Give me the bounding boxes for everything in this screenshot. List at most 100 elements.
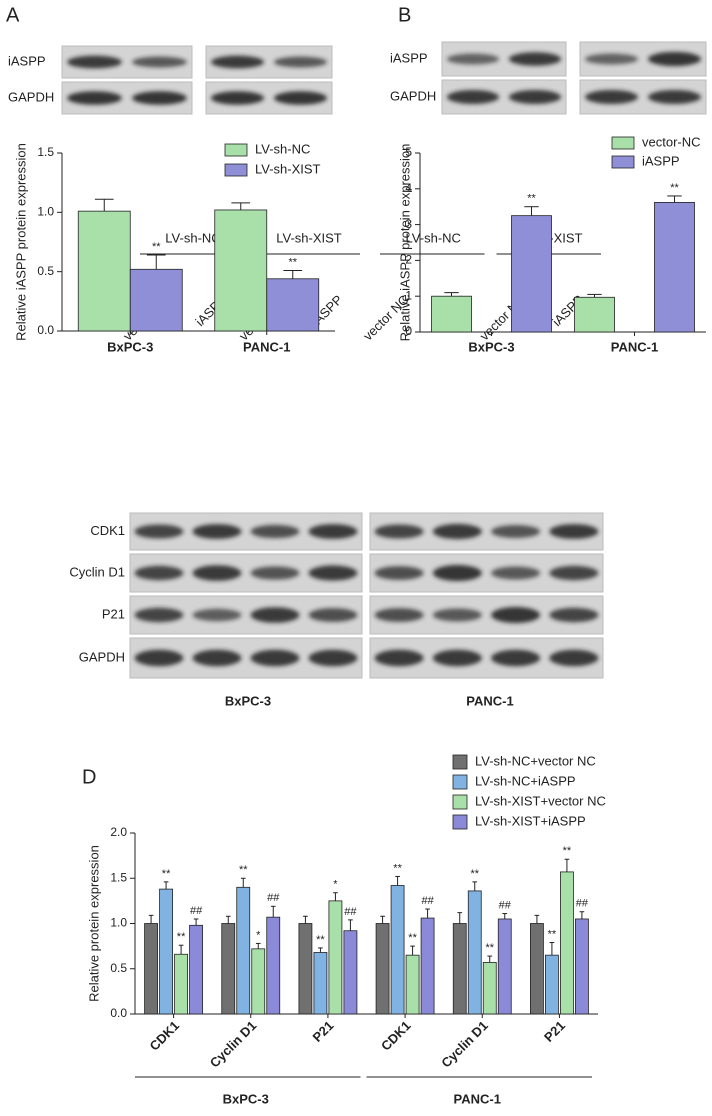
significance-label: ##	[267, 892, 280, 904]
blot-band	[308, 608, 358, 622]
legend-label: LV-sh-XIST+iASPP	[475, 813, 586, 828]
significance-label: **	[177, 931, 186, 943]
group-label: LV-sh-XIST	[276, 230, 342, 245]
blot-row-label: iASPP	[8, 53, 46, 68]
bar	[236, 886, 251, 1015]
blot-band	[491, 607, 541, 623]
blot-row-label: CDK1	[90, 523, 125, 538]
y-tick-label: 0.5	[37, 264, 54, 278]
blot-band	[446, 90, 500, 104]
bar	[375, 923, 390, 1015]
bar	[214, 209, 268, 332]
legend-swatch	[452, 814, 468, 830]
blot-band	[192, 524, 242, 539]
y-tick-label: 1.5	[37, 145, 54, 159]
group-label: PANC-1	[454, 1091, 501, 1106]
blot-band	[274, 56, 327, 68]
bar	[313, 952, 328, 1015]
bar	[390, 885, 405, 1015]
bar	[482, 962, 497, 1015]
blot-band	[432, 649, 482, 667]
blot-band	[132, 91, 187, 105]
y-tick-label: 0.5	[110, 961, 127, 975]
y-tick-label: 1.0	[37, 205, 54, 219]
legend-swatch	[224, 143, 248, 157]
blot-band	[134, 565, 184, 581]
blot-band	[250, 649, 300, 667]
bar	[144, 923, 158, 1015]
blot-band	[211, 91, 264, 105]
bar	[343, 930, 358, 1015]
bar	[221, 923, 236, 1015]
blot-band	[446, 53, 500, 65]
significance-label: **	[316, 934, 325, 946]
significance-label: *	[256, 929, 261, 941]
blot-band	[192, 649, 242, 667]
bar	[497, 918, 512, 1015]
blot-band	[132, 56, 187, 68]
y-tick-label: 3	[405, 217, 412, 231]
bar	[266, 916, 281, 1015]
legend-label: LV-sh-NC+iASPP	[475, 773, 576, 788]
panel-letter: D	[82, 766, 96, 788]
x-tick-label: Cyclin D1	[207, 1018, 260, 1071]
legend-swatch	[452, 774, 468, 790]
blot-row-label: GAPDH	[8, 89, 54, 104]
blot-band	[432, 523, 482, 540]
blot-band	[250, 607, 300, 623]
x-tick-label: CDK1	[378, 1018, 414, 1054]
panel-letter: B	[398, 4, 411, 26]
y-tick-label: 0.0	[110, 1006, 127, 1020]
y-axis-label: Relative iASPP protein expression	[397, 144, 412, 342]
bar	[328, 900, 343, 1015]
bar	[77, 210, 131, 332]
bar	[545, 954, 559, 1015]
bar	[129, 268, 183, 332]
bar	[298, 923, 313, 1015]
significance-label: **	[162, 868, 171, 880]
significance-label: **	[408, 932, 417, 944]
blot-band	[374, 524, 424, 539]
blot-band	[549, 649, 599, 667]
significance-label: *	[333, 879, 338, 891]
bar	[467, 890, 482, 1015]
blot-band	[374, 566, 424, 580]
blot-band	[648, 51, 701, 67]
bar	[189, 924, 203, 1015]
significance-label: **	[470, 868, 479, 880]
legend-label: LV-sh-XIST+vector NC	[475, 793, 606, 808]
legend-label: iASPP	[642, 153, 680, 168]
blot-band	[308, 649, 358, 667]
blot-band	[192, 608, 242, 622]
blot-band	[549, 565, 599, 581]
blot-band	[374, 608, 424, 622]
bar	[174, 953, 188, 1015]
panel-letter: A	[6, 4, 20, 26]
legend-label: LV-sh-NC	[255, 141, 310, 156]
legend-swatch	[611, 136, 635, 150]
blot-row-label: P21	[102, 606, 125, 621]
cell-line-label: BxPC-3	[225, 693, 271, 708]
y-tick-label: 1.0	[110, 916, 127, 930]
bar	[431, 295, 472, 333]
bar	[420, 917, 435, 1015]
blot-band	[308, 565, 358, 581]
y-tick-label: 2	[405, 253, 412, 267]
blot-band	[274, 91, 327, 105]
blot-band	[585, 90, 638, 104]
x-tick-label: CDK1	[146, 1018, 182, 1054]
blot-band	[67, 55, 122, 69]
blot-band	[508, 52, 562, 66]
bar	[574, 296, 615, 333]
y-tick-label: 2.0	[110, 825, 127, 839]
x-tick-label: P21	[541, 1018, 568, 1045]
y-axis-label: Relative protein expression	[86, 845, 101, 1002]
significance-label: **	[239, 864, 248, 876]
significance-label: **	[548, 928, 557, 940]
y-tick-label: 4	[405, 181, 412, 195]
blot-band	[508, 90, 562, 104]
significance-label: **	[393, 862, 402, 874]
bar	[251, 948, 266, 1015]
significance-label: **	[563, 845, 572, 857]
cell-line-label: PANC-1	[466, 693, 513, 708]
